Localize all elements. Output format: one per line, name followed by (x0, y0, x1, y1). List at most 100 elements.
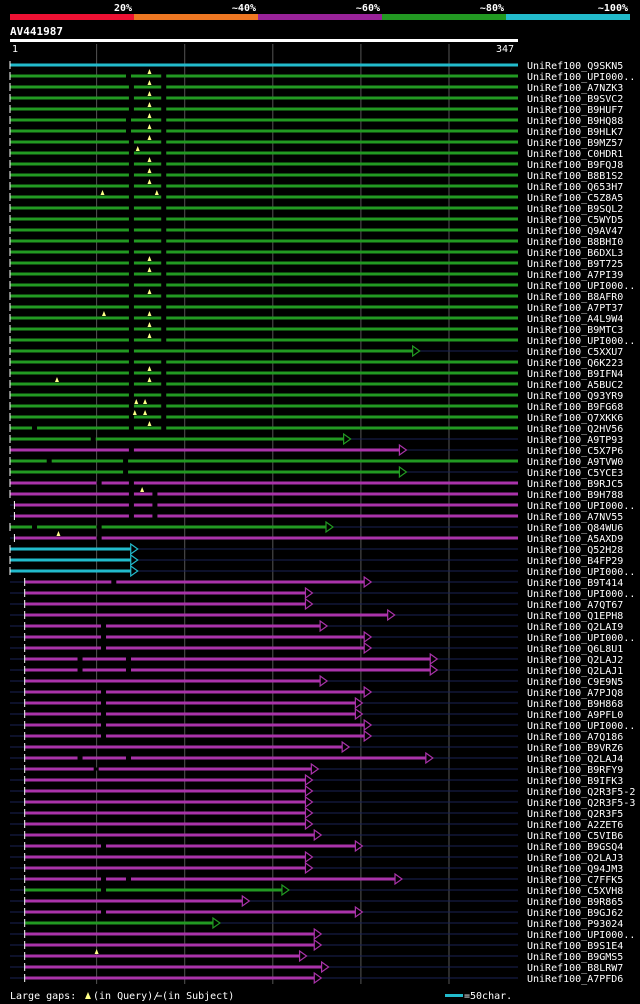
hit-row[interactable]: UniRef100_UPI000.. (9, 281, 635, 292)
hit-row[interactable]: UniRef100_C0HDR1 (9, 146, 623, 160)
hit-label[interactable]: UniRef100_B4FP29 (527, 556, 623, 567)
hit-label[interactable]: UniRef100_A7PT37 (527, 303, 623, 314)
hit-label[interactable]: UniRef100_C5Z8A5 (527, 193, 623, 204)
hit-bar[interactable] (24, 811, 307, 815)
hit-label[interactable]: UniRef100_Q2R3F5 (527, 809, 623, 820)
hit-row[interactable]: UniRef100_B9MZ57 (9, 135, 623, 149)
hit-label[interactable]: UniRef100_UPI000.. (527, 501, 635, 512)
hit-row[interactable]: UniRef100_Q84WU6 (9, 520, 623, 534)
hit-row[interactable]: UniRef100_A7PFD6 (10, 971, 623, 985)
hit-bar[interactable] (24, 921, 214, 925)
hit-row[interactable]: UniRef100_B9IFK3 (10, 773, 623, 787)
hit-label[interactable]: UniRef100_B8AFR0 (527, 292, 623, 303)
hit-label[interactable]: UniRef100_A9PFL0 (527, 710, 623, 721)
hit-label[interactable]: UniRef100_C5X7P6 (527, 446, 623, 457)
hit-bar[interactable] (10, 316, 518, 320)
hit-bar[interactable] (10, 481, 518, 485)
hit-row[interactable]: UniRef100_Q52H28 (9, 542, 623, 556)
hit-label[interactable]: UniRef100_Q2LAJ1 (527, 666, 623, 677)
hit-bar[interactable] (24, 866, 307, 870)
hit-label[interactable]: UniRef100_Q2R3F5-2 (527, 787, 635, 798)
hit-label[interactable]: UniRef100_B9HQ88 (527, 116, 623, 127)
hit-label[interactable]: UniRef100_Q84WU6 (527, 523, 623, 534)
hit-label[interactable]: UniRef100_C0HDR1 (527, 149, 623, 160)
hit-label[interactable]: UniRef100_B6DXL3 (527, 248, 623, 259)
hit-bar[interactable] (10, 63, 518, 67)
hit-bar[interactable] (24, 624, 322, 628)
hit-bar[interactable] (10, 305, 518, 309)
hit-bar[interactable] (10, 140, 518, 144)
hit-label[interactable]: UniRef100_Q52H28 (527, 545, 623, 556)
hit-bar[interactable] (10, 547, 132, 551)
hit-label[interactable]: UniRef100_B9H868 (527, 699, 623, 710)
hit-bar[interactable] (10, 272, 518, 276)
hit-label[interactable]: UniRef100_UPI000.. (527, 721, 635, 732)
hit-bar[interactable] (24, 635, 366, 639)
hit-row[interactable]: UniRef100_Q7XKK6 (9, 410, 623, 424)
hit-row[interactable]: UniRef100_Q2LAJ1 (10, 663, 623, 677)
hit-row[interactable]: UniRef100_B9FG68 (9, 399, 623, 413)
hit-row[interactable]: UniRef100_A7QT67 (10, 597, 623, 611)
hit-label[interactable]: UniRef100_B9MZ57 (527, 138, 623, 149)
hit-row[interactable]: UniRef100_Q1EPH8 (10, 608, 623, 622)
hit-bar[interactable] (10, 217, 518, 221)
hit-bar[interactable] (10, 437, 345, 441)
hit-label[interactable]: UniRef100_UPI000.. (527, 567, 635, 578)
hit-label[interactable]: UniRef100_C5WYD5 (527, 215, 623, 226)
hit-row[interactable]: UniRef100_UPI000.. (9, 69, 635, 83)
hit-label[interactable]: UniRef100_A5BUC2 (527, 380, 623, 391)
hit-bar[interactable] (10, 162, 518, 166)
hit-bar[interactable] (14, 503, 518, 507)
hit-label[interactable]: UniRef100_A7NV55 (527, 512, 623, 523)
hit-bar[interactable] (24, 932, 316, 936)
hit-row[interactable]: UniRef100_B4FP29 (9, 553, 623, 567)
hit-row[interactable]: UniRef100_B9HLK7 (9, 124, 623, 138)
hit-row[interactable]: UniRef100_B9S1E4 (10, 938, 623, 952)
hit-bar[interactable] (10, 569, 132, 573)
hit-bar[interactable] (14, 514, 518, 518)
hit-label[interactable]: UniRef100_Q2LAJ3 (527, 853, 623, 864)
hit-bar[interactable] (10, 195, 518, 199)
hit-bar[interactable] (10, 228, 518, 232)
hit-bar[interactable] (10, 360, 518, 364)
hit-label[interactable]: UniRef100_B9VRZ6 (527, 743, 623, 754)
hit-row[interactable]: UniRef100_UPI000.. (10, 501, 635, 512)
hit-label[interactable]: UniRef100_B8BHI0 (527, 237, 623, 248)
hit-bar[interactable] (10, 426, 518, 430)
hit-row[interactable]: UniRef100_B9FQJ8 (9, 157, 623, 171)
hit-bar[interactable] (24, 789, 307, 793)
hit-bar[interactable] (10, 74, 518, 78)
hit-row[interactable]: UniRef100_Q653H7 (9, 179, 623, 193)
hit-bar[interactable] (24, 734, 366, 738)
hit-row[interactable]: UniRef100_Q6L8U1 (10, 641, 623, 655)
hit-row[interactable]: UniRef100_B8BHI0 (9, 237, 623, 248)
hit-row[interactable]: UniRef100_B9H788 (9, 487, 623, 501)
hit-label[interactable]: UniRef100_B9IFN4 (527, 369, 623, 380)
hit-label[interactable]: UniRef100_B9FG68 (527, 402, 623, 413)
hit-bar[interactable] (24, 954, 301, 958)
hit-label[interactable]: UniRef100_C5YCE3 (527, 468, 623, 479)
hit-row[interactable]: UniRef100_B9SQL2 (9, 204, 623, 215)
hit-label[interactable]: UniRef100_UPI000.. (527, 281, 635, 292)
hit-row[interactable]: UniRef100_C7FFK5 (10, 872, 623, 886)
hit-row[interactable]: UniRef100_Q2HV56 (9, 421, 623, 435)
hit-row[interactable]: UniRef100_A7Q186 (10, 729, 623, 743)
hit-bar[interactable] (10, 96, 518, 100)
hit-label[interactable]: UniRef100_C5VIB6 (527, 831, 623, 842)
hit-row[interactable]: UniRef100_Q9SKN5 (9, 61, 623, 72)
hit-label[interactable]: UniRef100_C9E9N5 (527, 677, 623, 688)
hit-bar[interactable] (24, 745, 344, 749)
hit-label[interactable]: UniRef100_UPI000.. (527, 589, 635, 600)
hit-bar[interactable] (24, 976, 316, 980)
hit-label[interactable]: UniRef100_Q6L8U1 (527, 644, 623, 655)
hit-label[interactable]: UniRef100_Q2LAI9 (527, 622, 623, 633)
hit-row[interactable]: UniRef100_B9IFN4 (9, 366, 623, 380)
hit-label[interactable]: UniRef100_B9GJ62 (527, 908, 623, 919)
hit-row[interactable]: UniRef100_C5XVH8 (10, 883, 623, 897)
hit-row[interactable]: UniRef100_C5X7P6 (9, 443, 623, 457)
hit-bar[interactable] (10, 85, 518, 89)
hit-row[interactable]: UniRef100_B9R865 (10, 894, 623, 908)
hit-bar[interactable] (24, 602, 307, 606)
hit-row[interactable]: UniRef100_Q2LAJ2 (10, 652, 623, 666)
hit-label[interactable]: UniRef100_Q2LAJ4 (527, 754, 623, 765)
